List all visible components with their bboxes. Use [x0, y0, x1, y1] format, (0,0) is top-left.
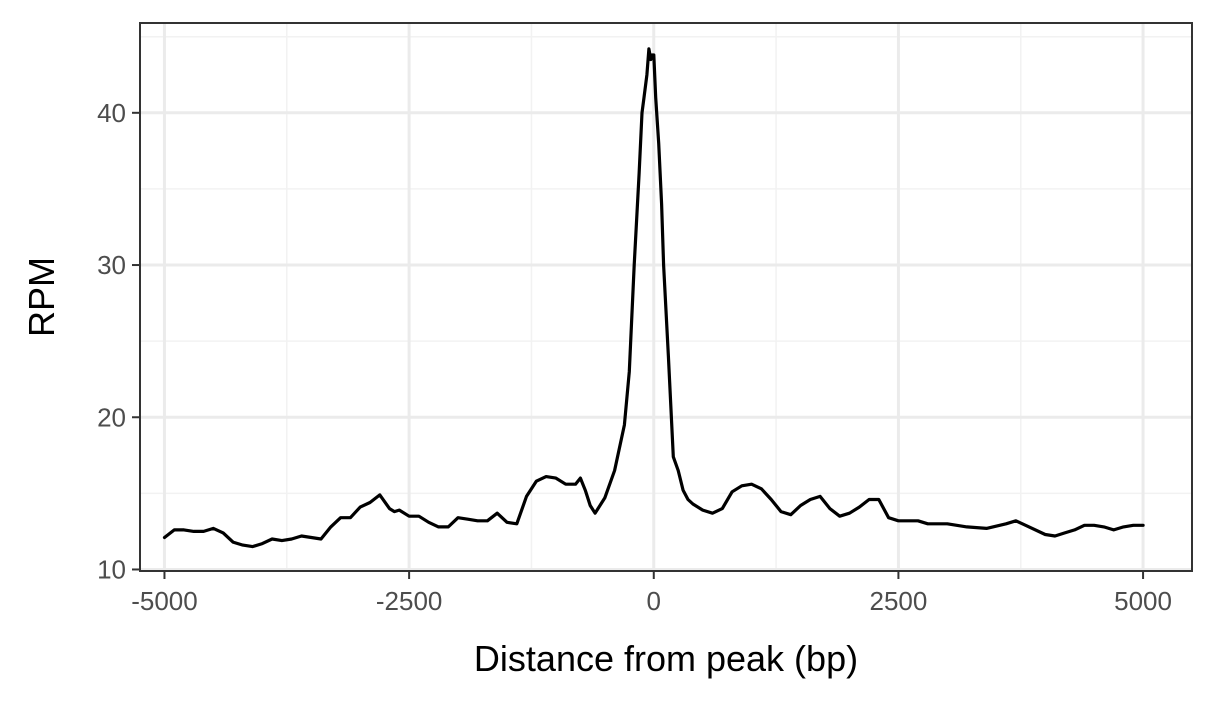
x-axis-title: Distance from peak (bp) — [474, 638, 858, 679]
y-tick-label: 30 — [97, 250, 126, 280]
major-gridlines — [140, 23, 1192, 571]
y-tick-label: 20 — [97, 402, 126, 432]
y-tick-label: 10 — [97, 554, 126, 584]
x-tick-label: -2500 — [376, 586, 443, 616]
plot-panel-border — [139, 22, 1193, 572]
y-axis-ticks: 10 20 30 40 — [97, 98, 140, 584]
x-tick-label: 0 — [647, 586, 661, 616]
x-tick-label: 5000 — [1114, 586, 1172, 616]
y-axis-title: RPM — [21, 257, 62, 337]
x-axis-ticks: -5000 -2500 0 2500 5000 — [131, 571, 1172, 616]
y-tick-label: 40 — [97, 98, 126, 128]
x-tick-label: 2500 — [869, 586, 927, 616]
x-tick-label: -5000 — [131, 586, 198, 616]
series-line — [162, 47, 1145, 549]
